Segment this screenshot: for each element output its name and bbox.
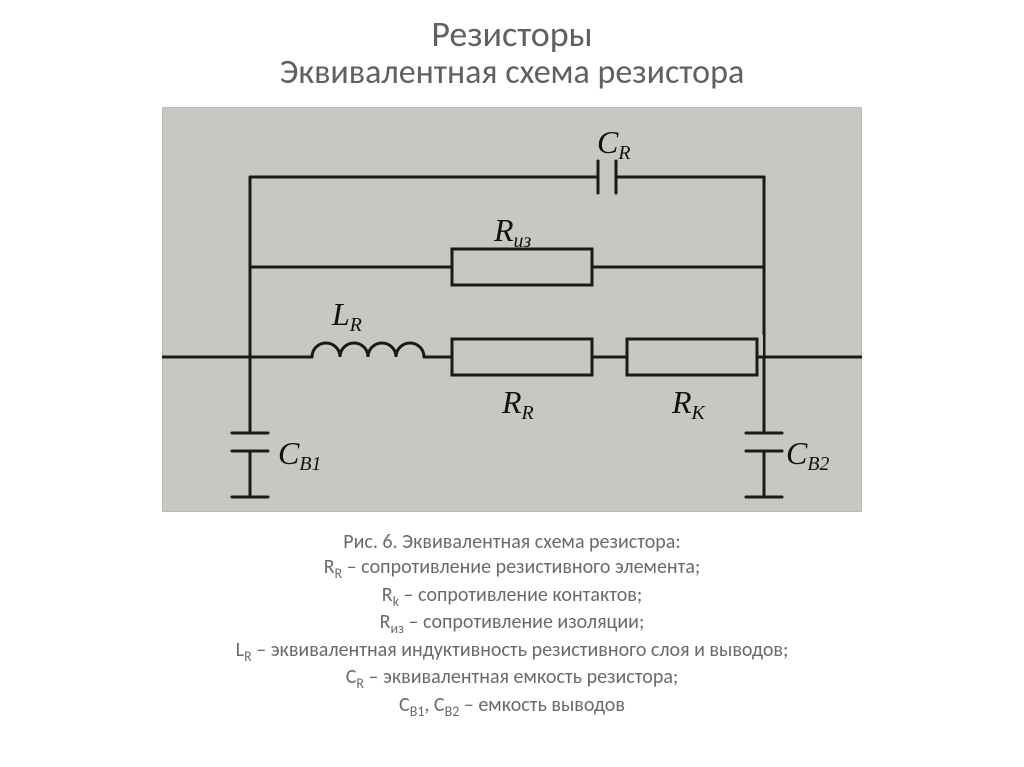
figure-caption: Рис. 6. Эквивалентная схема резистора: R… — [236, 530, 789, 720]
legend-riz: Rиз – сопротивление изоляции; — [236, 610, 789, 638]
svg-text:RK: RK — [671, 384, 707, 424]
svg-text:CB1: CB1 — [278, 435, 321, 475]
page-title: Резисторы — [431, 12, 592, 56]
svg-text:CB2: CB2 — [786, 435, 829, 475]
page-subtitle: Эквивалентная схема резистора — [280, 52, 745, 93]
svg-text:RR: RR — [501, 384, 534, 424]
svg-text:CR: CR — [597, 124, 630, 164]
legend-lr: LR – эквивалентная индуктивность резисти… — [236, 638, 789, 666]
legend-cr: CR – эквивалентная емкость резистора; — [236, 665, 789, 693]
figure-number: Рис. 6. — [343, 530, 397, 554]
circuit-diagram: CR Rиз LR RR RK CB1 CB2 — [162, 107, 862, 512]
figure-title: Эквивалентная схема резистора: — [402, 530, 681, 554]
legend-rr: RR – сопротивление резистивного элемента… — [236, 555, 789, 583]
legend-rk: Rk – сопротивление контактов; — [236, 583, 789, 611]
svg-text:LR: LR — [331, 296, 362, 336]
svg-text:Rиз: Rиз — [493, 212, 531, 252]
legend-cb: CB1, CB2 – емкость выводов — [236, 693, 789, 721]
slide: Резисторы Эквивалентная схема резистора … — [0, 0, 1024, 767]
